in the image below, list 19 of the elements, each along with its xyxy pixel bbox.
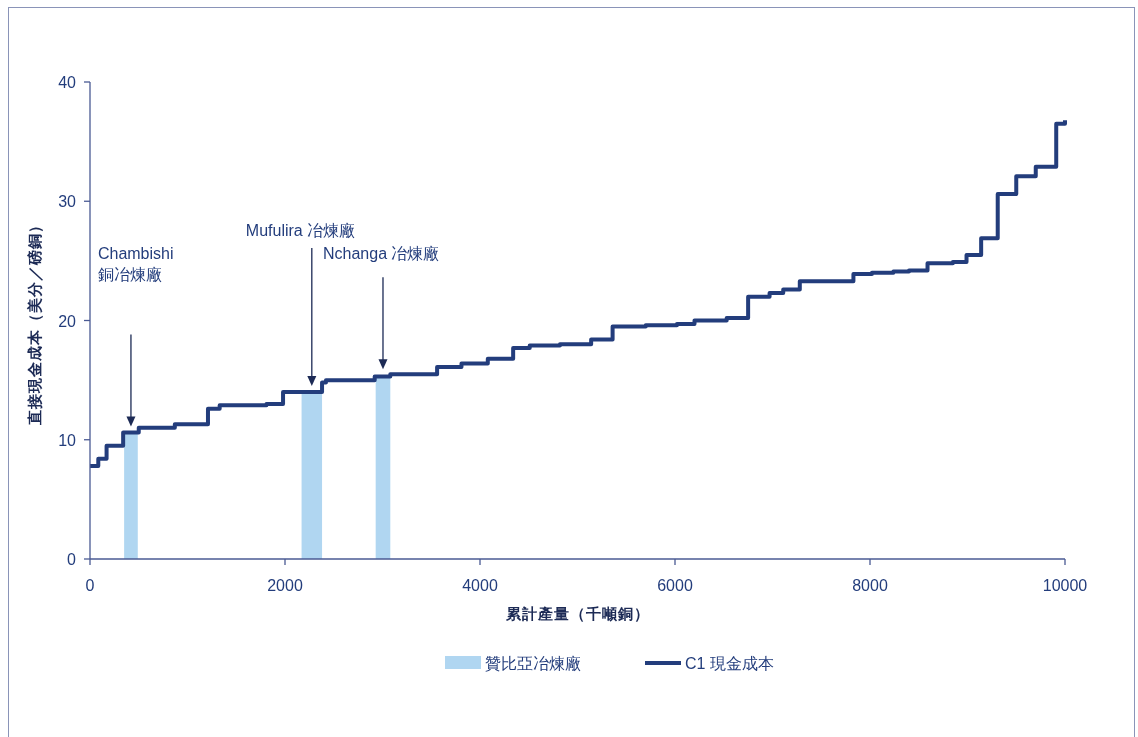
x-tick-label: 8000 — [852, 577, 888, 594]
x-tick-label: 2000 — [267, 577, 303, 594]
y-axis-title: 直接現金成本（美分／磅銅） — [26, 216, 43, 426]
legend-label: C1 現金成本 — [685, 655, 774, 672]
x-tick-label: 10000 — [1042, 577, 1088, 594]
y-tick-label: 0 — [67, 551, 77, 568]
x-axis-title: 累計產量（千噸銅） — [504, 605, 650, 622]
y-tick-label: 30 — [58, 193, 77, 211]
annotation: Chambishi 銅冶煉廠 — [97, 244, 174, 283]
x-tick-label: 0 — [85, 577, 95, 594]
y-tick-label: 10 — [58, 431, 77, 449]
x-tick-label: 4000 — [462, 577, 498, 594]
annotation: Chambishi 銅冶煉廠 — [97, 244, 174, 427]
y-tick-label: 20 — [58, 312, 77, 330]
y-tick-label: 40 — [58, 74, 77, 91]
x-tick-label: 6000 — [657, 577, 693, 594]
legend-label: 贊比亞冶煉廠 — [485, 655, 581, 672]
annotation: Nchanga 冶煉廠 — [322, 245, 440, 263]
annotation: Nchanga 冶煉廠 — [323, 245, 440, 370]
